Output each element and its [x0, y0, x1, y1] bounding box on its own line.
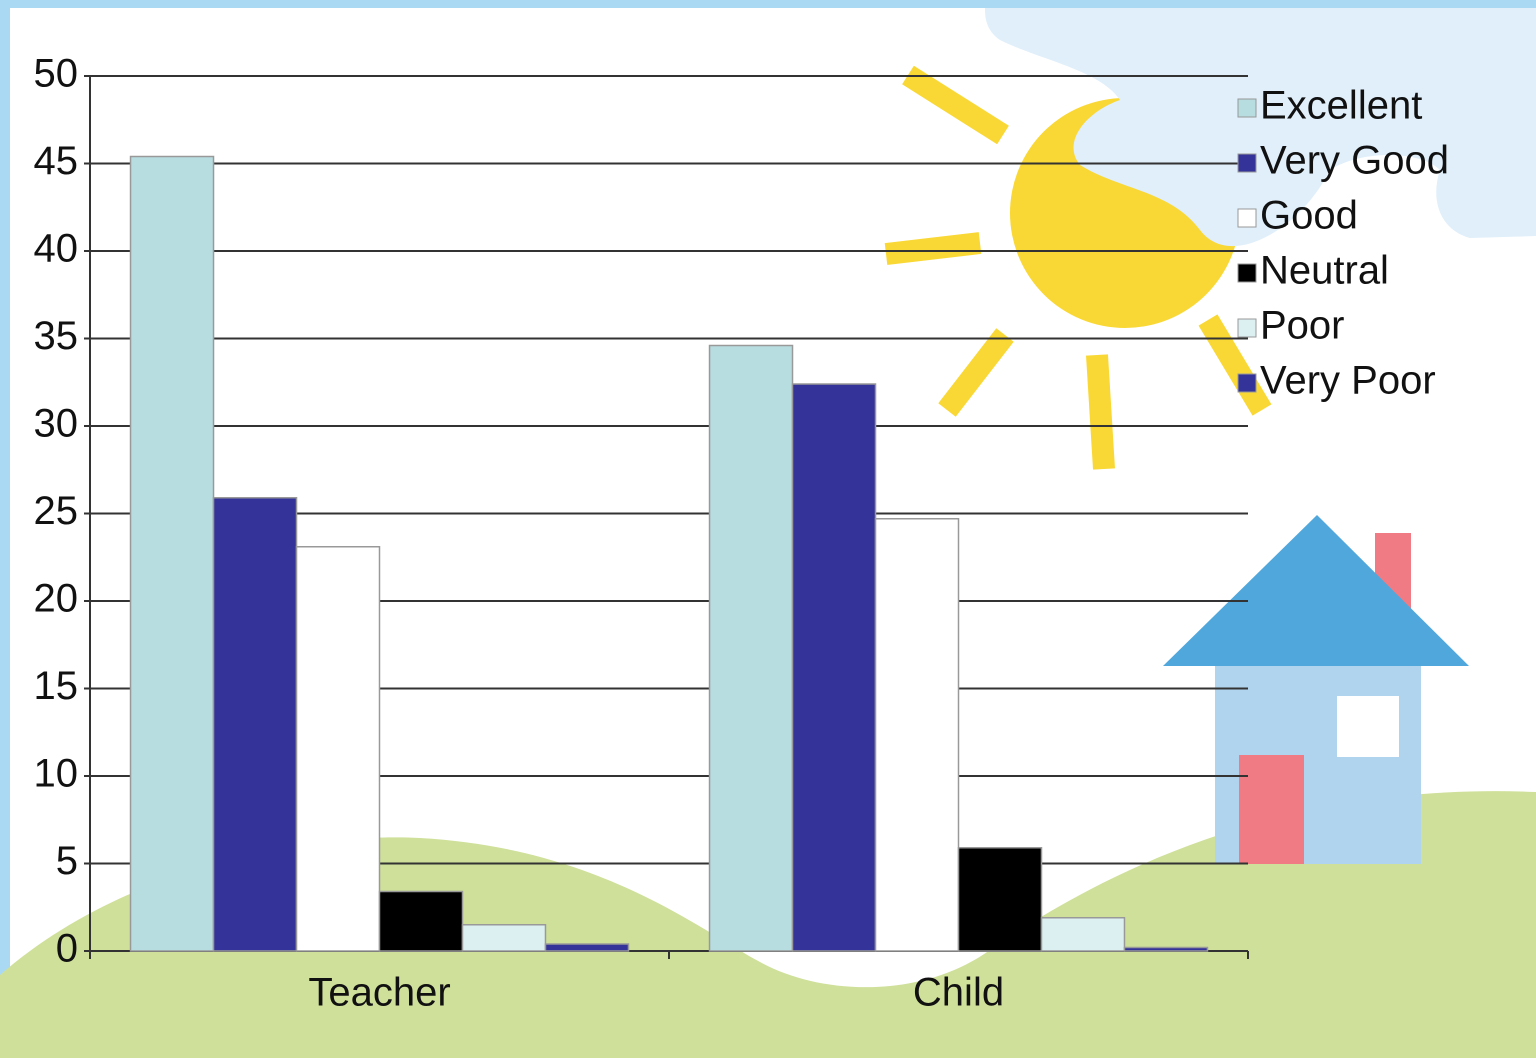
y-tick-label: 5: [56, 839, 78, 883]
y-tick-label: 45: [34, 139, 79, 183]
bar: [212, 497, 298, 952]
roof: [1163, 515, 1469, 666]
x-tick-label: Child: [913, 971, 1004, 1015]
sun-rays: [884, 65, 1272, 470]
y-tick-label: 0: [56, 927, 78, 971]
y-tick-label: 20: [34, 577, 79, 621]
left-border: [0, 0, 10, 1058]
y-tick-label: 50: [34, 52, 79, 96]
y-tick-label: 30: [34, 402, 79, 446]
y-tick-label: 25: [34, 489, 79, 533]
legend-label: Excellent: [1260, 84, 1422, 128]
bar: [544, 943, 630, 952]
top-border: [0, 0, 1536, 8]
legend-swatch: [1237, 98, 1257, 118]
bar: [957, 847, 1043, 952]
y-tick-label: 10: [34, 752, 79, 796]
bar: [461, 924, 547, 952]
bar: [1040, 917, 1126, 952]
bar: [295, 546, 381, 952]
window: [1337, 696, 1399, 757]
legend-label: Good: [1260, 194, 1358, 238]
legend-label: Very Good: [1260, 139, 1449, 183]
cloud: [985, 8, 1536, 247]
legend-swatch: [1237, 263, 1257, 283]
bar: [129, 155, 215, 952]
legend-label: Neutral: [1260, 249, 1389, 293]
legend-swatch: [1237, 153, 1257, 173]
y-tick-label: 15: [34, 664, 79, 708]
hills: [0, 791, 1536, 1058]
bar: [874, 518, 960, 952]
x-tick-label: Teacher: [308, 971, 450, 1015]
bar: [1123, 946, 1209, 952]
bar: [791, 383, 877, 952]
bar: [708, 344, 794, 952]
legend-swatch: [1237, 373, 1257, 393]
bar: [378, 890, 464, 952]
legend-swatch: [1237, 318, 1257, 338]
y-tick-label: 35: [34, 314, 79, 358]
legend-label: Poor: [1260, 304, 1345, 348]
legend-label: Very Poor: [1260, 359, 1436, 403]
y-tick-label: 40: [34, 227, 79, 271]
legend-swatch: [1237, 208, 1257, 228]
door: [1239, 755, 1304, 864]
